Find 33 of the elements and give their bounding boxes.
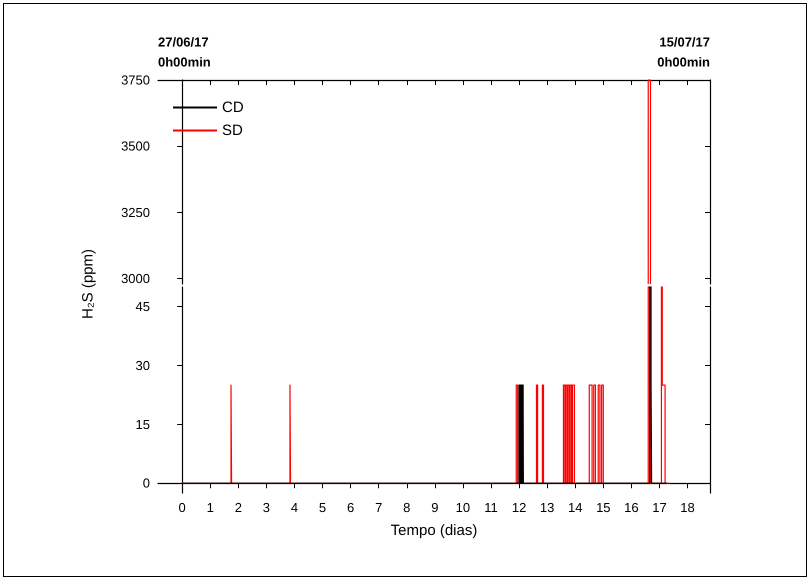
x-tick-label: 4 [290, 500, 298, 515]
x-tick-label: 12 [512, 500, 526, 515]
x-tick-label: 11 [484, 500, 498, 515]
y-tick-label: 45 [136, 299, 150, 314]
x-tick-label: 16 [624, 500, 639, 515]
x-tick-label: 5 [318, 500, 326, 515]
legend-label: CD [222, 99, 244, 116]
x-tick-label: 10 [456, 500, 470, 515]
x-tick-label: 8 [403, 500, 410, 515]
y-tick-label: 3500 [121, 138, 150, 154]
y-tick-label: 3000 [121, 271, 150, 286]
y-tick-label: 3250 [121, 204, 150, 220]
y-tick-label: 15 [136, 416, 150, 432]
x-tick-label: 6 [346, 500, 354, 515]
y-tick-label: 30 [136, 358, 150, 373]
x-axis-title: Tempo (dias) [390, 522, 478, 539]
y-tick-label: 3750 [121, 72, 150, 88]
x-tick-label: 7 [375, 500, 382, 515]
x-tick-label: 14 [568, 500, 582, 515]
x-tick-label: 9 [431, 500, 438, 515]
x-tick-label: 2 [234, 500, 242, 515]
text: 15/07/17 0h00min [657, 34, 710, 70]
x-tick-label: 15 [596, 500, 611, 515]
y-tick-label: 0 [142, 476, 150, 491]
x-tick-label: 0 [178, 500, 186, 515]
x-tick-label: 1 [206, 500, 214, 515]
x-tick-label: 3 [262, 500, 270, 515]
y-axis-title: H₂S (ppm) [80, 249, 96, 319]
x-tick-label: 13 [540, 500, 554, 515]
x-tick-label: 17 [652, 500, 667, 515]
text: 27/06/17 0h00min [158, 34, 211, 70]
legend-label: SD [222, 122, 244, 139]
x-tick-label: 18 [680, 500, 695, 515]
